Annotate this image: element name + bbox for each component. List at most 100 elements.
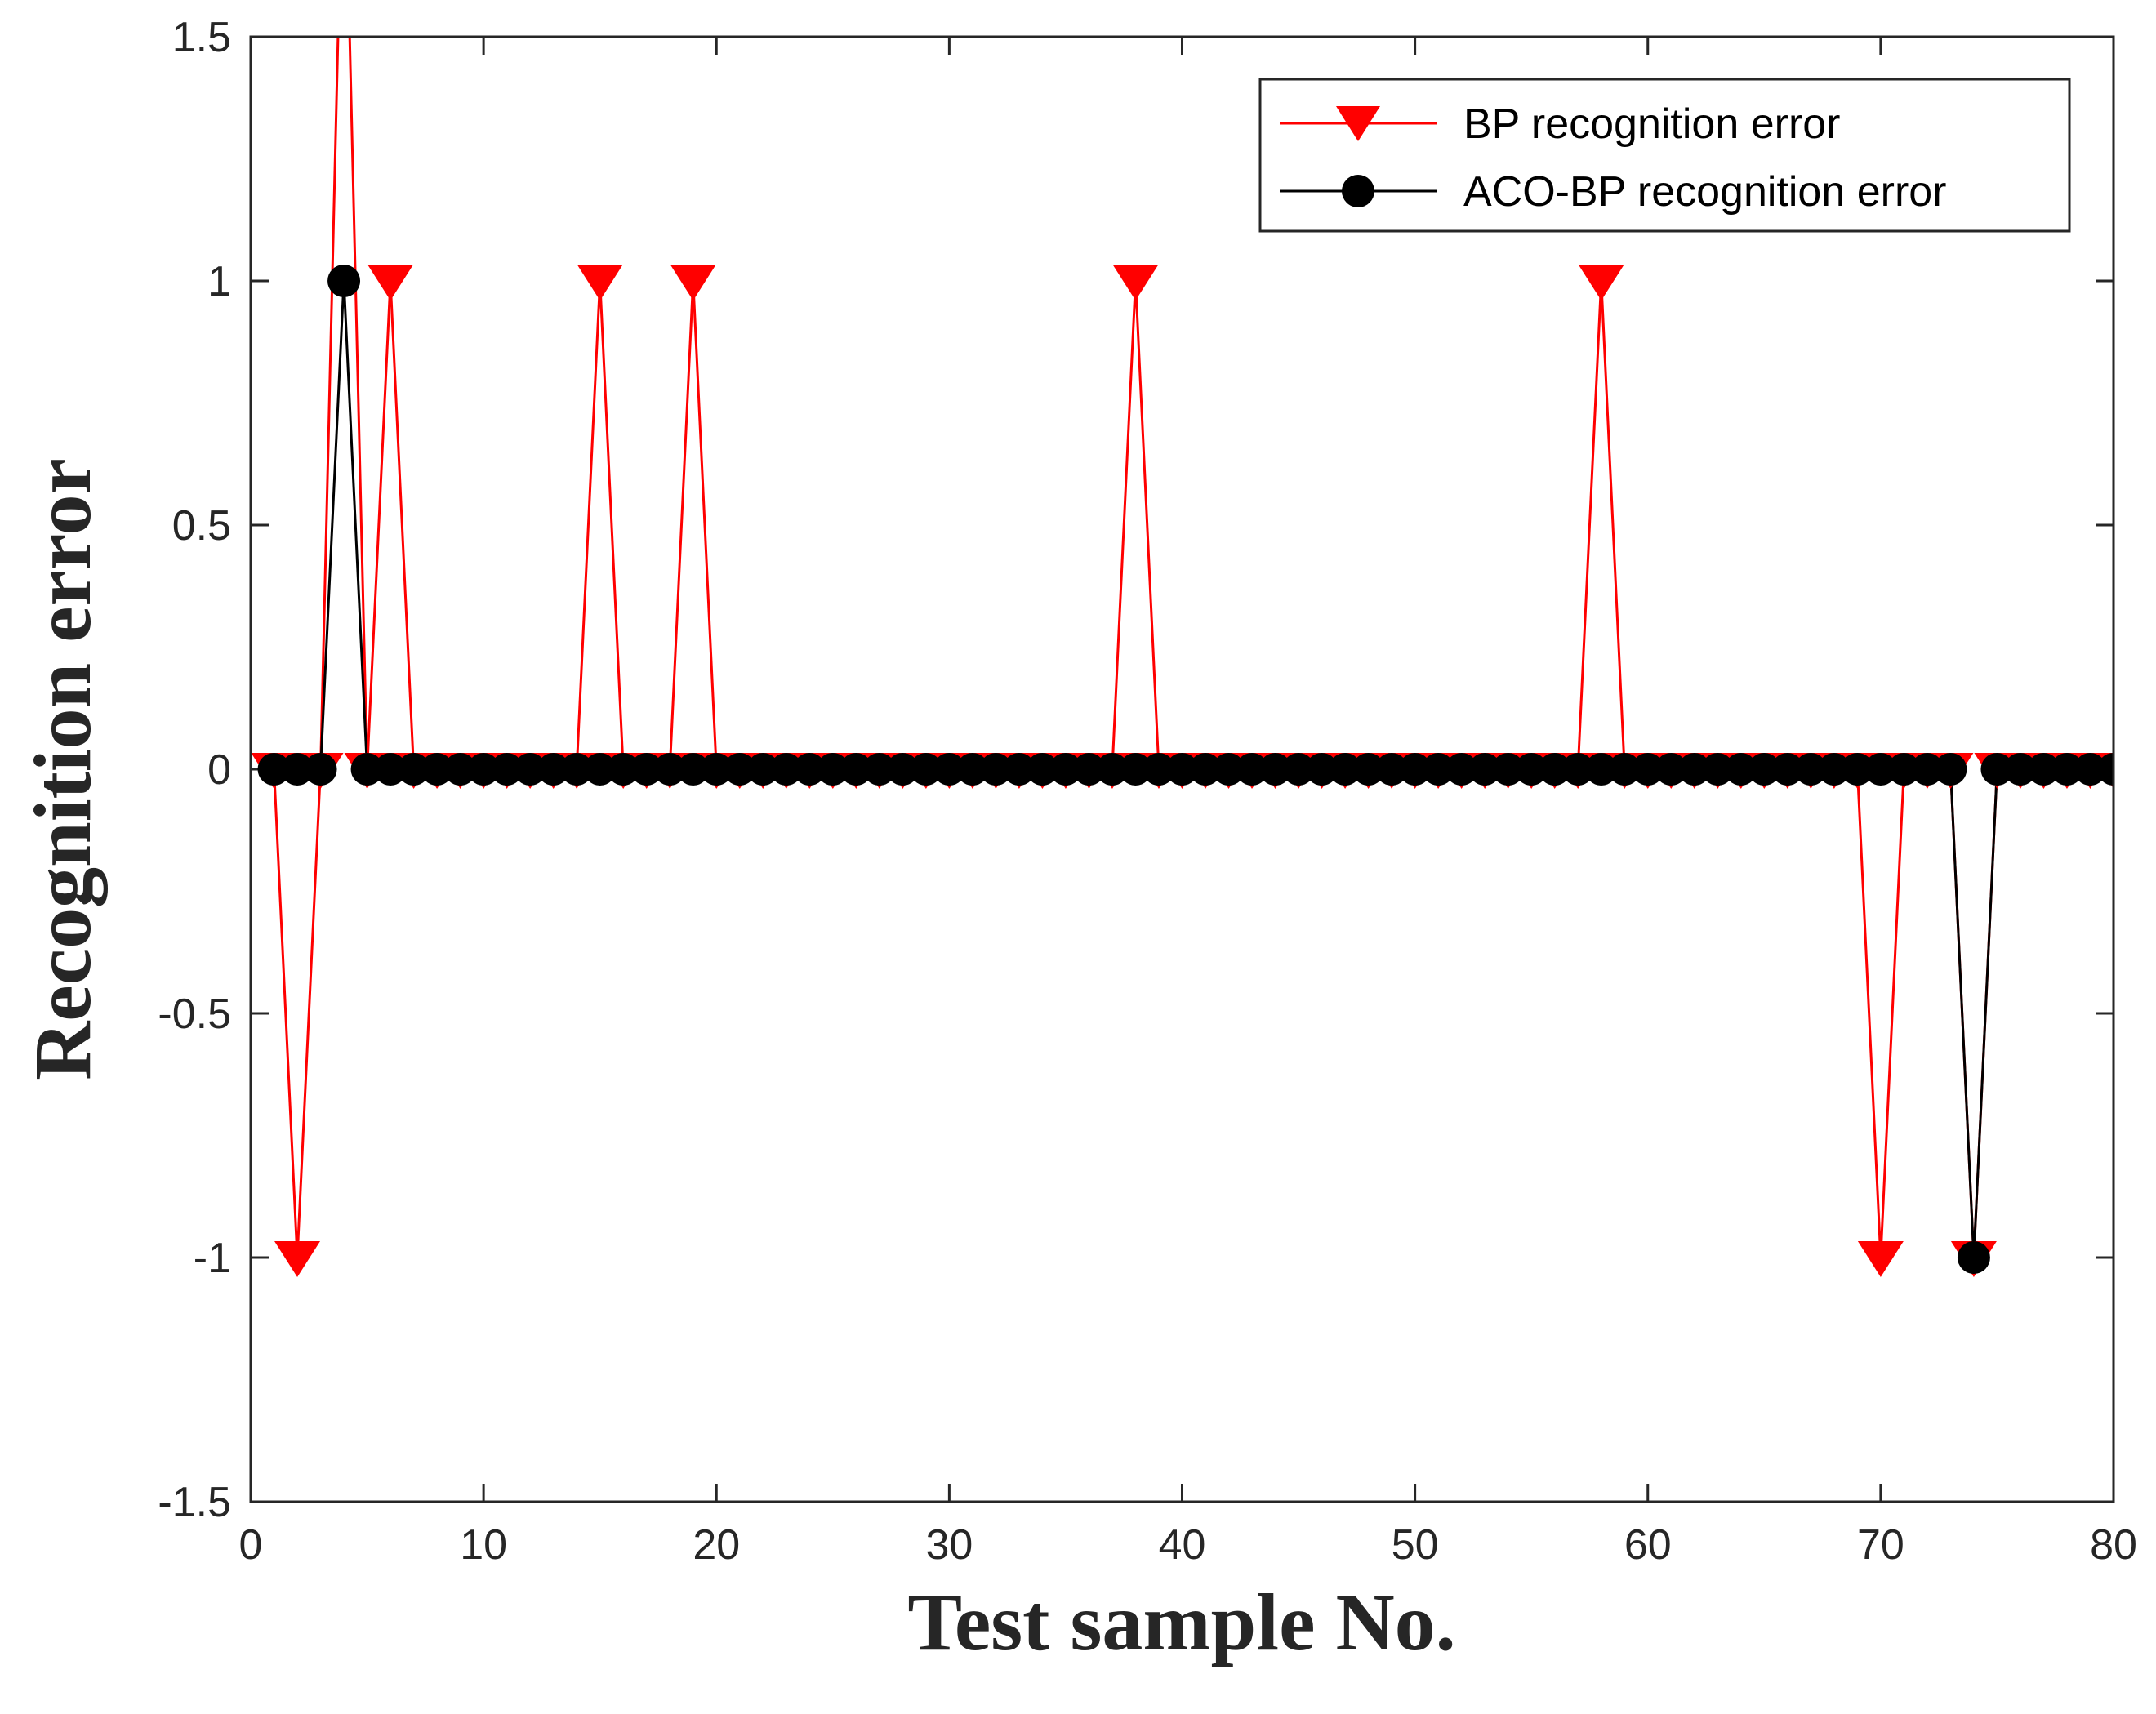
y-tick-label: 0 bbox=[207, 746, 231, 794]
aco-bp-point bbox=[1748, 753, 1781, 786]
aco-bp-point bbox=[862, 753, 896, 786]
x-tick-label: 10 bbox=[460, 1521, 507, 1569]
aco-bp-point bbox=[1119, 753, 1152, 786]
y-tick-label: 0.5 bbox=[172, 502, 231, 550]
aco-bp-point bbox=[537, 753, 570, 786]
aco-bp-point bbox=[397, 753, 430, 786]
bp-point bbox=[1857, 1241, 1904, 1277]
aco-bp-point bbox=[676, 753, 710, 786]
aco-bp-point bbox=[304, 753, 337, 786]
aco-bp-point bbox=[909, 753, 942, 786]
bp-point bbox=[368, 265, 414, 301]
aco-bp-point bbox=[1072, 753, 1106, 786]
legend-box bbox=[1258, 78, 2071, 233]
aco-bp-point bbox=[1375, 753, 1409, 786]
aco-bp-point bbox=[1282, 753, 1316, 786]
x-tick-label: 40 bbox=[1159, 1521, 1206, 1569]
axes-box bbox=[249, 35, 2115, 1503]
legend-label-aco-bp: ACO-BP recognition error bbox=[1463, 168, 1947, 216]
aco-bp-point bbox=[1468, 753, 1502, 786]
aco-bp-point bbox=[1771, 753, 1804, 786]
aco-bp-point bbox=[1677, 753, 1711, 786]
aco-bp-point bbox=[1258, 753, 1292, 786]
aco-bp-point bbox=[2027, 753, 2060, 786]
aco-bp-point bbox=[421, 753, 454, 786]
x-tick-label: 30 bbox=[925, 1521, 973, 1569]
aco-bp-point bbox=[514, 753, 547, 786]
y-tick-label: -1.5 bbox=[158, 1479, 231, 1526]
x-tick-label: 50 bbox=[1392, 1521, 1439, 1569]
aco-bp-point bbox=[350, 753, 384, 786]
legend-marker-aco-bp bbox=[1342, 175, 1374, 207]
aco-bp-point bbox=[1165, 753, 1199, 786]
legend-entry-aco-bp: ACO-BP recognition error bbox=[1280, 168, 1947, 216]
aco-bp-point bbox=[1980, 753, 2014, 786]
aco-bp-point bbox=[281, 753, 314, 786]
x-tick-label: 0 bbox=[239, 1521, 263, 1569]
aco-bp-point bbox=[979, 753, 1013, 786]
x-tick-label: 60 bbox=[1624, 1521, 1672, 1569]
aco-bp-point bbox=[607, 753, 640, 786]
y-axis-title: Recognition error bbox=[17, 458, 108, 1080]
aco-bp-point bbox=[374, 753, 408, 786]
aco-bp-point bbox=[793, 753, 826, 786]
aco-bp-point bbox=[1398, 753, 1432, 786]
aco-bp-point bbox=[1515, 753, 1548, 786]
bp-point bbox=[1578, 265, 1624, 301]
aco-bp-point bbox=[1329, 753, 1362, 786]
aco-bp-point bbox=[1189, 753, 1223, 786]
legend-entry-bp: BP recognition error bbox=[1280, 100, 1841, 148]
aco-bp-point bbox=[769, 753, 803, 786]
aco-bp-point bbox=[2097, 753, 2114, 786]
y-tick-label: -1 bbox=[194, 1235, 231, 1282]
series-markers bbox=[251, 265, 2114, 1277]
aco-bp-point bbox=[1655, 753, 1688, 786]
bp-point bbox=[577, 265, 623, 301]
legend-marker-bp bbox=[1336, 106, 1380, 141]
aco-bp-point bbox=[746, 753, 780, 786]
aco-bp-point bbox=[1910, 753, 1944, 786]
aco-bp-point bbox=[1934, 753, 1967, 786]
aco-bp-point bbox=[1305, 753, 1339, 786]
aco-bp-point bbox=[560, 753, 594, 786]
aco-bp-point bbox=[1864, 753, 1897, 786]
legend: BP recognition error ACO-BP recognition … bbox=[1258, 78, 2071, 233]
aco-bp-point bbox=[443, 753, 477, 786]
aco-bp-point bbox=[723, 753, 756, 786]
aco-bp-point bbox=[1002, 753, 1036, 786]
aco-bp-point bbox=[956, 753, 989, 786]
bp-point bbox=[670, 265, 716, 301]
tick-labels: 0 10 20 30 40 50 60 70 80 -1.5 -1 -0.5 0 0.5 1 1.5 bbox=[158, 14, 2137, 1569]
aco-bp-point bbox=[257, 753, 291, 786]
aco-bp-point bbox=[1422, 753, 1455, 786]
aco-bp-point bbox=[1887, 753, 1921, 786]
aco-bp-point bbox=[467, 753, 501, 786]
aco-bp-point bbox=[1724, 753, 1757, 786]
aco-bp-point bbox=[840, 753, 873, 786]
aco-bp-point bbox=[700, 753, 733, 786]
aco-bp-point bbox=[933, 753, 966, 786]
aco-bp-point bbox=[1957, 1241, 1990, 1274]
aco-bp-point bbox=[630, 753, 663, 786]
aco-bp-point bbox=[1352, 753, 1385, 786]
aco-bp-point bbox=[1049, 753, 1082, 786]
aco-bp-point bbox=[583, 753, 617, 786]
aco-bp-point bbox=[1212, 753, 1245, 786]
aco-bp-point bbox=[1584, 753, 1618, 786]
aco-bp-point bbox=[1491, 753, 1525, 786]
x-tick-label: 80 bbox=[2090, 1521, 2137, 1569]
y-tick-label: 1.5 bbox=[172, 14, 231, 61]
aco-bp-point bbox=[2074, 753, 2107, 786]
bp-point bbox=[1112, 265, 1159, 301]
x-axis-title: Test sample No. bbox=[907, 1577, 1455, 1667]
aco-bp-point bbox=[1445, 753, 1478, 786]
aco-bp-point bbox=[1538, 753, 1571, 786]
aco-bp-point bbox=[490, 753, 523, 786]
aco-bp-point bbox=[1817, 753, 1851, 786]
aco-bp-point bbox=[1794, 753, 1828, 786]
aco-bp-point bbox=[816, 753, 849, 786]
aco-bp-point bbox=[886, 753, 920, 786]
aco-bp-point bbox=[1701, 753, 1735, 786]
y-tick-label: 1 bbox=[207, 258, 231, 305]
